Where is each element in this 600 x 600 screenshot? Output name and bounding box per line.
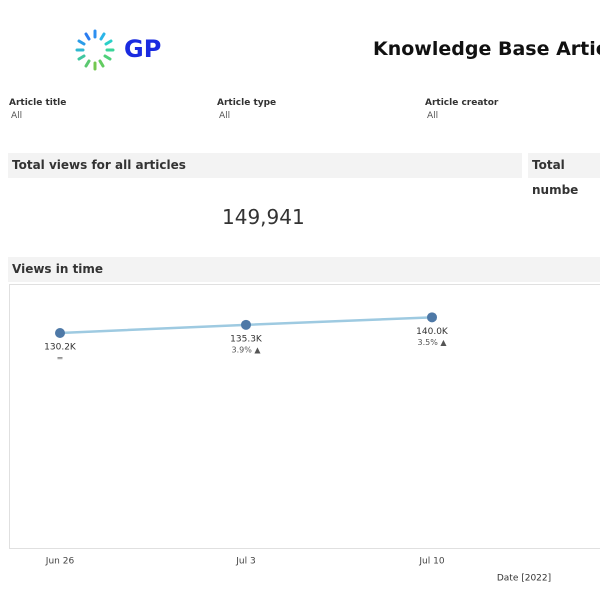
filter-value[interactable]: All — [427, 111, 439, 121]
kpi-header: Total views for all articles — [8, 153, 522, 178]
page-title: Knowledge Base Articl — [373, 38, 600, 60]
x-tick-label: Jun 26 — [45, 557, 75, 567]
value-label: 135.3K — [230, 334, 263, 344]
filter-label: Article title — [9, 98, 67, 108]
change-label: 3.5% ▲ — [417, 338, 447, 347]
kpi-value: 149,941 — [222, 205, 305, 229]
chart-frame — [9, 284, 600, 549]
change-label: = — [57, 354, 64, 363]
point — [55, 328, 65, 338]
point — [427, 312, 437, 323]
point — [241, 319, 251, 330]
filter-value[interactable]: All — [11, 111, 23, 121]
value-label: 130.2K — [44, 343, 77, 353]
filter-value[interactable]: All — [219, 111, 231, 121]
x-tick-label: Jul 3 — [235, 557, 255, 567]
kpi-header: Total numbe — [528, 153, 600, 197]
filter-label: Article type — [217, 98, 277, 108]
x-axis-title: Date [2022] — [497, 574, 551, 584]
chart-header: Views in time — [8, 257, 600, 282]
filter-label: Article creator — [425, 98, 499, 108]
logo-text: GP — [124, 35, 161, 63]
x-tick-label: Jul 10 — [418, 557, 444, 567]
logo: GP — [75, 29, 161, 71]
change-label: 3.9% ▲ — [231, 345, 261, 354]
value-label: 140.0K — [416, 327, 449, 337]
